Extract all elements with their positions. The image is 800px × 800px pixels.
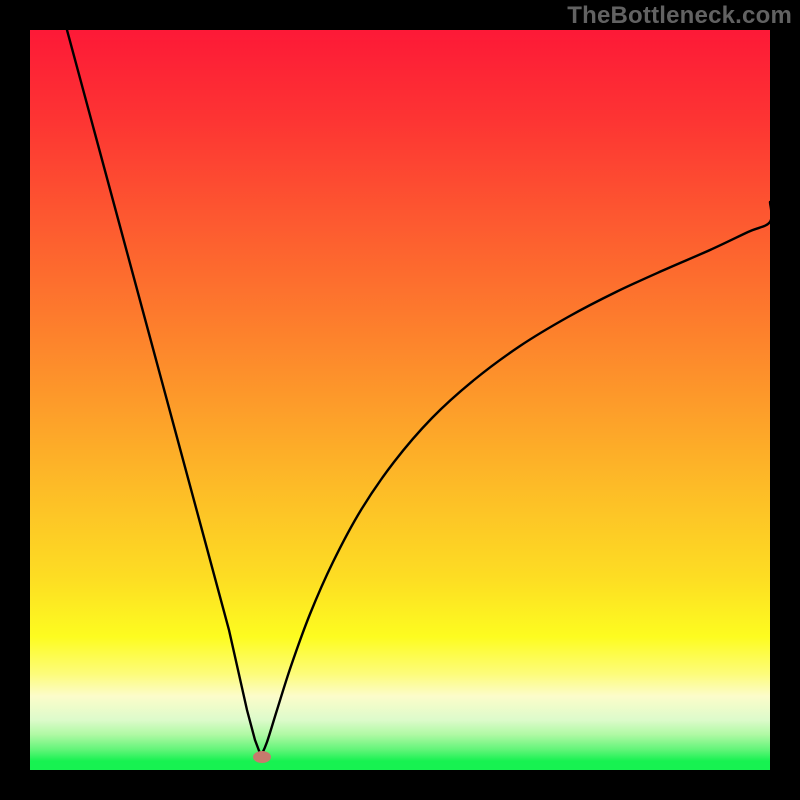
gradient-background — [30, 30, 770, 770]
chart-svg — [30, 30, 770, 770]
chart-root: TheBottleneck.com — [0, 0, 800, 800]
watermark-text: TheBottleneck.com — [567, 2, 792, 30]
plot-area — [30, 30, 770, 770]
vertex-marker — [253, 751, 271, 763]
